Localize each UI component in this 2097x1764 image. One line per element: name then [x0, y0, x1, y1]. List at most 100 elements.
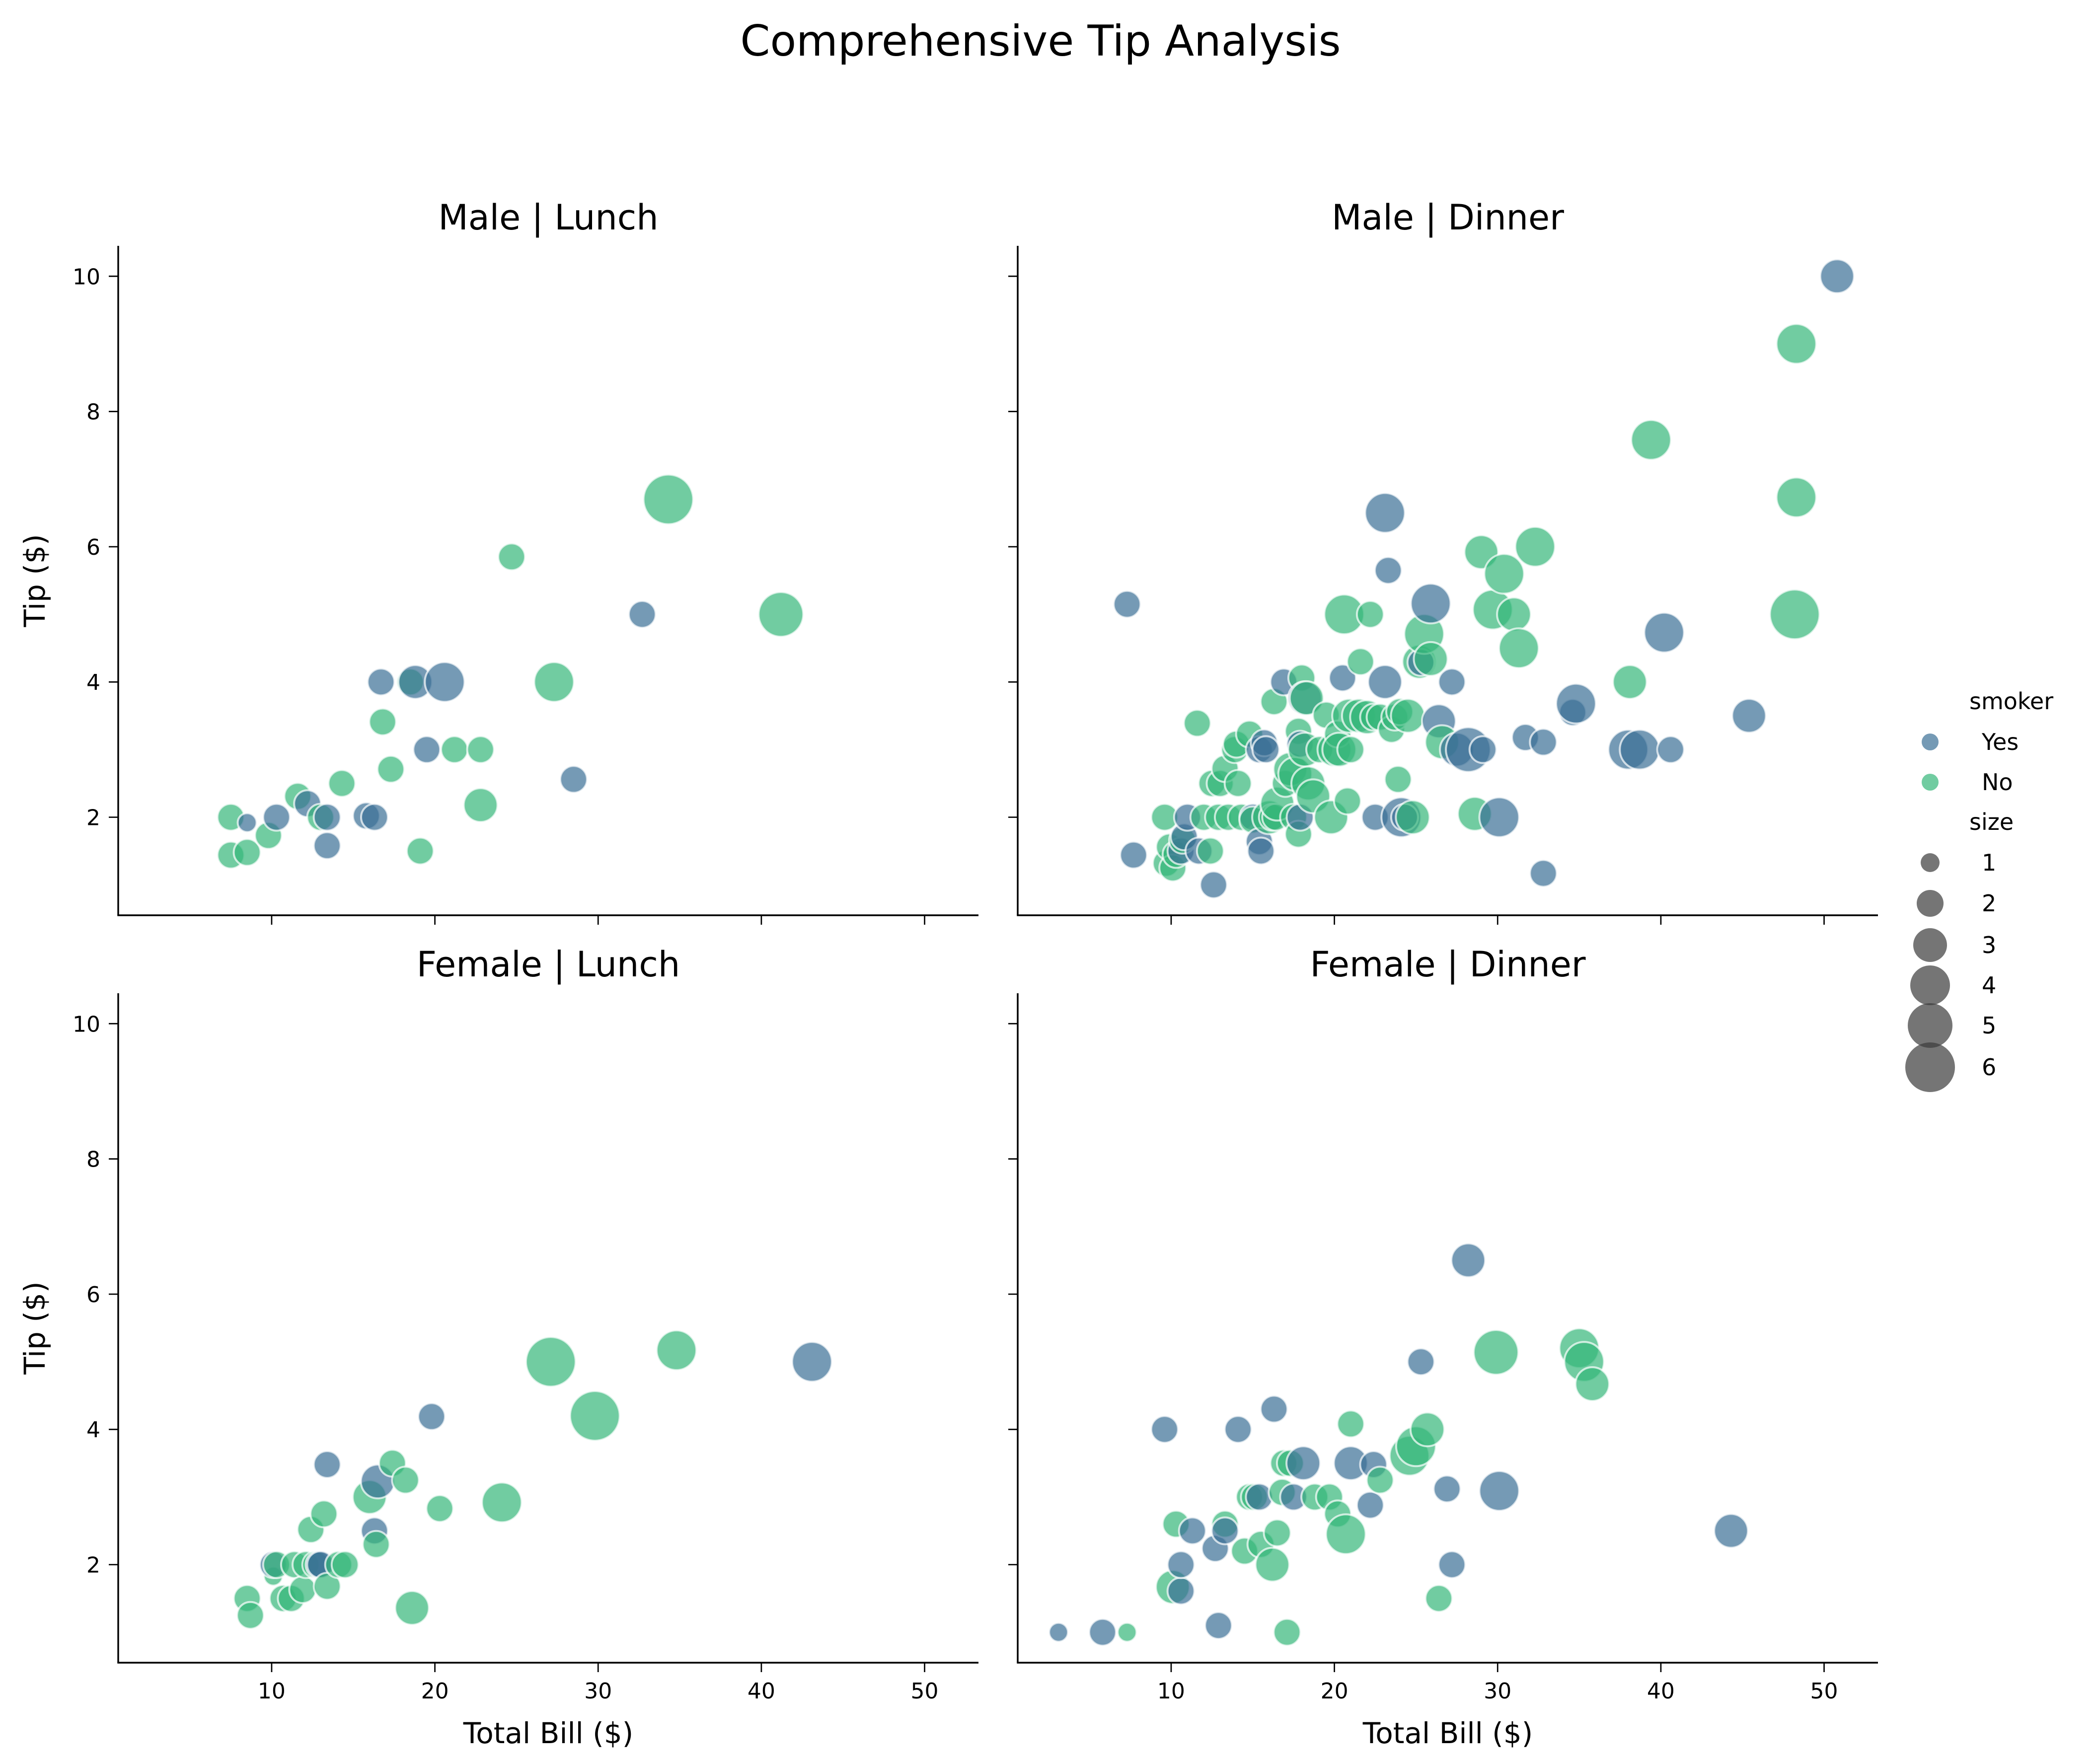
y-axis-label-top: Tip ($) — [18, 534, 52, 627]
data-point-nonsmoker — [1498, 627, 1540, 669]
legend-size-marker — [1905, 1042, 1955, 1092]
data-point-nonsmoker — [656, 1329, 697, 1371]
data-point-nonsmoker — [1775, 323, 1817, 365]
data-point-smoker — [1285, 1445, 1322, 1481]
x-tick-label: 10 — [258, 1679, 286, 1704]
data-point-smoker — [1210, 1516, 1240, 1545]
data-point-nonsmoker — [1395, 799, 1431, 835]
data-point-smoker — [628, 600, 657, 629]
legend-size-label: 1 — [1982, 849, 1996, 876]
data-point-smoker — [1251, 735, 1280, 764]
y-axis-label-bottom: Tip ($) — [18, 1281, 52, 1375]
points — [1113, 258, 1855, 899]
data-point-smoker — [312, 831, 342, 860]
data-point-nonsmoker — [642, 473, 694, 525]
data-point-smoker — [1619, 729, 1661, 771]
data-point-smoker — [360, 803, 389, 832]
data-point-nonsmoker — [757, 591, 805, 638]
data-point-smoker — [417, 1402, 446, 1431]
data-point-nonsmoker — [1413, 641, 1449, 677]
x-tick-label: 50 — [1810, 1679, 1838, 1704]
data-point-smoker — [1223, 1415, 1253, 1444]
panel-male-lunch: 2 4 6 8 10 — [73, 246, 978, 925]
legend-marker-no — [1922, 774, 1939, 791]
data-point-nonsmoker — [1769, 588, 1821, 641]
points — [1048, 1242, 1749, 1647]
data-point-nonsmoker — [1483, 553, 1525, 595]
data-point-smoker — [367, 667, 396, 697]
data-point-nonsmoker — [425, 1494, 454, 1523]
data-point-nonsmoker — [394, 1590, 430, 1626]
data-point-smoker — [791, 1341, 833, 1383]
data-point-nonsmoker — [481, 1481, 523, 1524]
figure-title: Comprehensive Tip Analysis — [740, 16, 1341, 66]
y-tick-label: 6 — [86, 1282, 100, 1308]
data-point-smoker — [1437, 667, 1467, 697]
data-point-smoker — [1355, 1490, 1385, 1520]
points — [232, 1329, 833, 1630]
data-point-nonsmoker — [1365, 1466, 1395, 1495]
legend-size-marker — [1908, 1003, 1952, 1048]
data-point-nonsmoker — [1263, 1518, 1292, 1547]
x-tick-label: 10 — [1157, 1679, 1185, 1704]
y-tick-label: 10 — [73, 1012, 100, 1037]
data-point-smoker — [1204, 1611, 1233, 1640]
data-point-smoker — [1374, 556, 1403, 585]
data-point-smoker — [1199, 870, 1228, 899]
x-tick-label: 40 — [748, 1679, 775, 1704]
legend-size-marker — [1910, 965, 1950, 1005]
data-point-nonsmoker — [1223, 769, 1253, 798]
data-point-nonsmoker — [236, 1601, 265, 1630]
data-point-nonsmoker — [497, 542, 526, 572]
data-point-nonsmoker — [466, 735, 495, 764]
data-point-smoker — [1437, 1550, 1467, 1579]
data-point-nonsmoker — [1390, 698, 1426, 734]
panel-title-male-lunch: Male | Lunch — [438, 197, 658, 238]
x-tick-label: 50 — [911, 1679, 939, 1704]
data-point-nonsmoker — [1196, 836, 1225, 866]
y-tick-label: 2 — [86, 806, 100, 831]
data-point-smoker — [412, 735, 442, 764]
panel-title-female-dinner: Female | Dinner — [1310, 944, 1585, 985]
data-point-nonsmoker — [1336, 1409, 1365, 1439]
data-point-nonsmoker — [1183, 709, 1212, 738]
data-point-nonsmoker — [1355, 600, 1385, 629]
data-point-nonsmoker — [391, 1466, 420, 1495]
panel-female-dinner: 10 20 30 40 50 — [1008, 993, 1878, 1704]
data-point-smoker — [262, 803, 291, 832]
data-point-smoker — [1178, 1516, 1207, 1545]
y-tick-label: 10 — [73, 264, 100, 290]
legend-size-marker — [1917, 890, 1944, 917]
points — [216, 473, 805, 870]
legend-size-label: 4 — [1982, 972, 1996, 999]
data-point-smoker — [1468, 735, 1498, 764]
data-point-nonsmoker — [1346, 647, 1375, 676]
data-point-smoker — [1119, 840, 1148, 870]
data-point-nonsmoker — [1273, 1617, 1302, 1647]
data-point-nonsmoker — [1424, 1584, 1453, 1613]
x-tick-label: 20 — [1321, 1679, 1348, 1704]
data-point-nonsmoker — [1496, 596, 1532, 633]
data-point-nonsmoker — [1473, 1329, 1519, 1376]
data-point-nonsmoker — [1325, 1513, 1367, 1555]
data-point-smoker — [1731, 698, 1767, 734]
data-point-smoker — [1364, 492, 1406, 534]
data-point-smoker — [1643, 611, 1685, 654]
data-point-smoker — [236, 812, 258, 833]
legend-size-label: 2 — [1982, 890, 1996, 917]
panel-title-male-dinner: Male | Dinner — [1332, 197, 1564, 238]
y-tick-label: 8 — [86, 1147, 100, 1173]
y-tick-label: 4 — [86, 670, 100, 695]
y-tick-label: 6 — [86, 535, 100, 560]
data-point-nonsmoker — [1117, 1621, 1138, 1643]
y-tick-label: 8 — [86, 400, 100, 425]
data-point-nonsmoker — [327, 769, 357, 798]
data-point-smoker — [1656, 735, 1685, 764]
data-point-nonsmoker — [330, 1550, 360, 1579]
data-point-smoker — [1713, 1513, 1749, 1549]
legend: smoker Yes No size 1 2 3 4 5 6 — [1905, 688, 2053, 1092]
data-point-smoker — [1166, 1550, 1196, 1579]
legend-size-label: 5 — [1982, 1012, 1996, 1039]
data-point-nonsmoker — [1383, 765, 1413, 794]
